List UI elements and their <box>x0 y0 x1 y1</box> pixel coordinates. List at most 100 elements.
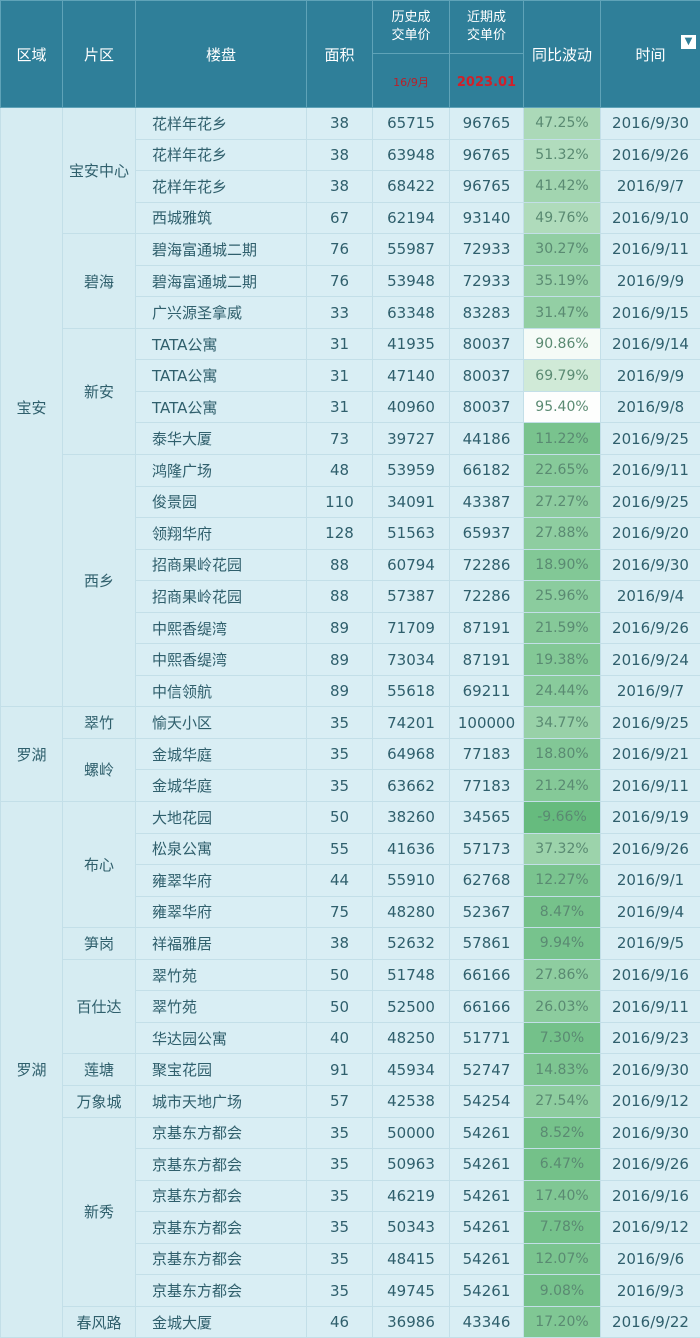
hist-price-cell: 55910 <box>372 864 450 897</box>
region-cell: 罗湖 <box>0 706 63 803</box>
building-cell: 中熙香缇湾 <box>135 611 307 645</box>
hist-price-cell: 55987 <box>372 233 450 266</box>
hist-price-cell: 47140 <box>372 359 450 392</box>
district-cell: 布心 <box>62 801 136 929</box>
hist-price-cell: 46219 <box>372 1179 450 1213</box>
change-cell: 30.27% <box>523 233 601 266</box>
hist-price-cell: 63662 <box>372 769 450 803</box>
time-cell: 2016/9/19 <box>600 801 700 834</box>
hist-price-cell: 52632 <box>372 927 450 960</box>
header-time[interactable]: 时间 <box>600 0 700 108</box>
header-region[interactable]: 区域 <box>0 0 63 108</box>
hist-price-cell: 36986 <box>372 1305 450 1338</box>
hist-price-cell: 60794 <box>372 548 450 582</box>
change-cell: 12.07% <box>523 1242 601 1276</box>
time-cell: 2016/9/25 <box>600 485 700 519</box>
area-cell: 35 <box>306 706 373 739</box>
recent-price-cell: 66166 <box>449 990 524 1023</box>
table-row: 宝安 宝安中心 花样年花乡 38 65715 96765 47.25% 2016/9/30 <box>0 106 700 708</box>
hist-price-cell: 42538 <box>372 1084 450 1118</box>
recent-price-cell: 52747 <box>449 1053 524 1086</box>
recent-price-cell: 77183 <box>449 737 524 771</box>
recent-price-cell: 54261 <box>449 1274 524 1307</box>
district-cell: 西乡 <box>62 454 136 708</box>
building-cell: 碧海富通城二期 <box>135 264 307 298</box>
region-cell: 罗湖 <box>0 801 63 1338</box>
building-cell: 金城华庭 <box>135 737 307 771</box>
building-cell: 京基东方都会 <box>135 1116 307 1150</box>
building-cell: 碧海富通城二期 <box>135 233 307 266</box>
table-row: 花样年花乡 38 63948 96765 51.32% 2016/9/26 <box>1 138 700 172</box>
building-cell: 泰华大厦 <box>135 422 307 456</box>
change-cell: 17.40% <box>523 1179 601 1213</box>
hist-price-cell: 50343 <box>372 1211 450 1244</box>
table-row: 翠竹苑 50 52500 66166 26.03% 2016/9/11 <box>1 990 700 1023</box>
time-cell: 2016/9/30 <box>600 1053 700 1086</box>
building-cell: 京基东方都会 <box>135 1211 307 1244</box>
change-cell: 21.59% <box>523 611 601 645</box>
header-district[interactable]: 片区 <box>62 0 136 108</box>
filter-icon[interactable]: ▼ <box>681 35 696 49</box>
change-cell: 18.90% <box>523 548 601 582</box>
table-row: 万象城 城市天地广场 57 42538 54254 27.54% 2016/9/12 <box>1 1084 700 1118</box>
change-cell: 34.77% <box>523 706 601 739</box>
table-body: 宝安 宝安中心 花样年花乡 38 65715 96765 47.25% 2016/9/30 花样… <box>0 106 700 1338</box>
hist-price-cell: 51563 <box>372 517 450 550</box>
recent-price-cell: 57173 <box>449 832 524 866</box>
recent-price-cell: 80037 <box>449 390 524 424</box>
header-building[interactable]: 楼盘 <box>135 0 307 108</box>
recent-price-cell: 87191 <box>449 643 524 676</box>
area-cell: 38 <box>306 107 373 140</box>
header-change[interactable]: 同比波动 <box>523 0 601 108</box>
area-cell: 89 <box>306 674 373 708</box>
table-row: TATA公寓 31 47140 80037 69.79% 2016/9/9 <box>1 359 700 392</box>
recent-price-cell: 72933 <box>449 264 524 298</box>
area-cell: 50 <box>306 990 373 1023</box>
table-row: 京基东方都会 35 46219 54261 17.40% 2016/9/16 <box>1 1179 700 1213</box>
time-cell: 2016/9/15 <box>600 296 700 329</box>
time-cell: 2016/9/25 <box>600 422 700 456</box>
table-row: 碧海 碧海富通城二期 76 55987 72933 30.27% 2016/9/11 <box>1 233 700 329</box>
change-cell: 95.40% <box>523 390 601 424</box>
recent-price-cell: 87191 <box>449 611 524 645</box>
table-row: 京基东方都会 35 48415 54261 12.07% 2016/9/6 <box>1 1242 700 1276</box>
header-hist-price[interactable]: 历史成交单价 <box>372 0 450 54</box>
area-cell: 128 <box>306 517 373 550</box>
change-cell: 8.47% <box>523 895 601 929</box>
time-cell: 2016/9/22 <box>600 1305 700 1338</box>
header-area[interactable]: 面积 <box>306 0 373 108</box>
building-cell: TATA公寓 <box>135 327 307 361</box>
hist-price-cell: 41636 <box>372 832 450 866</box>
area-cell: 88 <box>306 548 373 582</box>
building-cell: 广兴源圣拿威 <box>135 296 307 329</box>
table-row: 华达园公寓 40 48250 51771 7.30% 2016/9/23 <box>1 1021 700 1055</box>
recent-price-cell: 96765 <box>449 107 524 140</box>
time-cell: 2016/9/11 <box>600 454 700 487</box>
recent-price-cell: 44186 <box>449 422 524 456</box>
hist-price-cell: 45934 <box>372 1053 450 1086</box>
time-cell: 2016/9/7 <box>600 674 700 708</box>
area-cell: 76 <box>306 233 373 266</box>
area-cell: 35 <box>306 1274 373 1307</box>
district-cell: 新安 <box>62 327 136 456</box>
table-row: 新安 TATA公寓 31 41935 80037 90.86% 2016/9/14 <box>1 327 700 456</box>
change-cell: 47.25% <box>523 107 601 140</box>
hist-price-cell: 53948 <box>372 264 450 298</box>
hist-price-cell: 48250 <box>372 1021 450 1055</box>
time-cell: 2016/9/30 <box>600 548 700 582</box>
header-recent-price[interactable]: 近期成交单价 <box>449 0 524 54</box>
time-cell: 2016/9/1 <box>600 864 700 897</box>
building-cell: 招商果岭花园 <box>135 580 307 613</box>
building-cell: 京基东方都会 <box>135 1148 307 1181</box>
building-cell: 愉天小区 <box>135 706 307 739</box>
time-cell: 2016/9/26 <box>600 611 700 645</box>
table-row: 京基东方都会 35 49745 54261 9.08% 2016/9/3 <box>1 1274 700 1307</box>
area-cell: 44 <box>306 864 373 897</box>
table-row: 京基东方都会 35 50343 54261 7.78% 2016/9/12 <box>1 1211 700 1244</box>
change-cell: 18.80% <box>523 737 601 771</box>
recent-price-cell: 52367 <box>449 895 524 929</box>
change-cell: 49.76% <box>523 201 601 235</box>
area-cell: 91 <box>306 1053 373 1086</box>
hist-price-cell: 50000 <box>372 1116 450 1150</box>
recent-price-cell: 34565 <box>449 801 524 834</box>
